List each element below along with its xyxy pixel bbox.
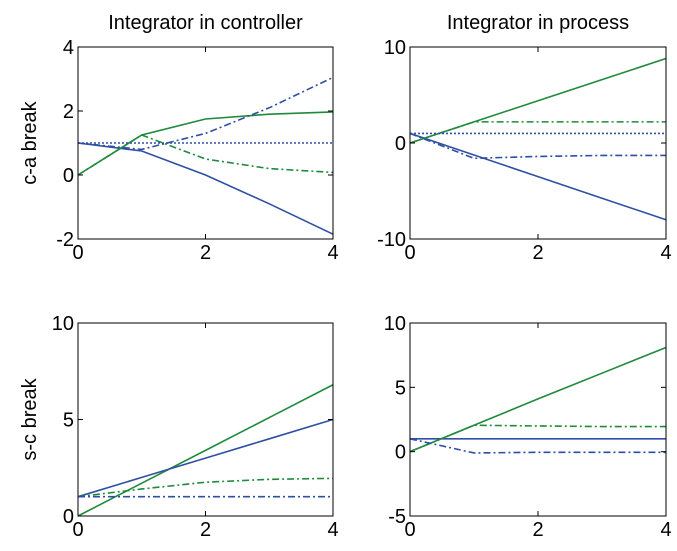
y-tick-label: 10 <box>384 37 406 59</box>
y-tick-label: 5 <box>63 410 74 432</box>
y-tick-label: 0 <box>395 133 406 155</box>
series-line <box>77 477 334 498</box>
series-line <box>77 418 334 498</box>
y-tick-label: 2 <box>63 101 74 123</box>
x-tick-label: 4 <box>327 242 338 264</box>
x-tick-label: 0 <box>72 519 83 541</box>
x-tick-label: 0 <box>404 242 415 264</box>
series-line <box>409 132 667 221</box>
x-tick-label: 0 <box>404 519 415 541</box>
y-tick-label: 10 <box>52 313 74 335</box>
y-tick-label: -2 <box>56 229 74 251</box>
y-tick-label: 10 <box>384 313 406 335</box>
x-tick-label: 4 <box>327 519 338 541</box>
x-tick-label: 0 <box>72 242 83 264</box>
y-tick-label: 4 <box>63 37 74 59</box>
series-line <box>77 384 334 517</box>
series-line <box>409 424 666 453</box>
subplot-title: Integrator in controller <box>108 12 303 34</box>
plot-area <box>410 323 666 516</box>
x-tick-label: 2 <box>200 242 211 264</box>
y-tick-label: 5 <box>395 377 406 399</box>
series-line <box>409 57 667 144</box>
series-line <box>409 121 666 144</box>
y-axis-label: c-a break <box>19 100 41 184</box>
x-tick-label: 2 <box>532 519 543 541</box>
y-tick-label: -5 <box>388 506 406 528</box>
y-axis-label: s-c break <box>19 377 41 460</box>
x-tick-label: 4 <box>660 519 671 541</box>
plot-area <box>410 47 666 239</box>
subplot-title: Integrator in process <box>447 12 629 34</box>
y-tick-label: 0 <box>63 165 74 187</box>
x-tick-label: 2 <box>532 242 543 264</box>
y-tick-label: 0 <box>63 506 74 528</box>
plot-area <box>78 323 333 516</box>
y-tick-label: -10 <box>377 229 406 251</box>
series-line <box>409 132 666 160</box>
y-tick-label: 0 <box>395 442 406 464</box>
x-tick-label: 4 <box>660 242 671 264</box>
series-line <box>77 134 334 176</box>
x-tick-label: 2 <box>200 519 211 541</box>
series-line <box>409 438 666 454</box>
